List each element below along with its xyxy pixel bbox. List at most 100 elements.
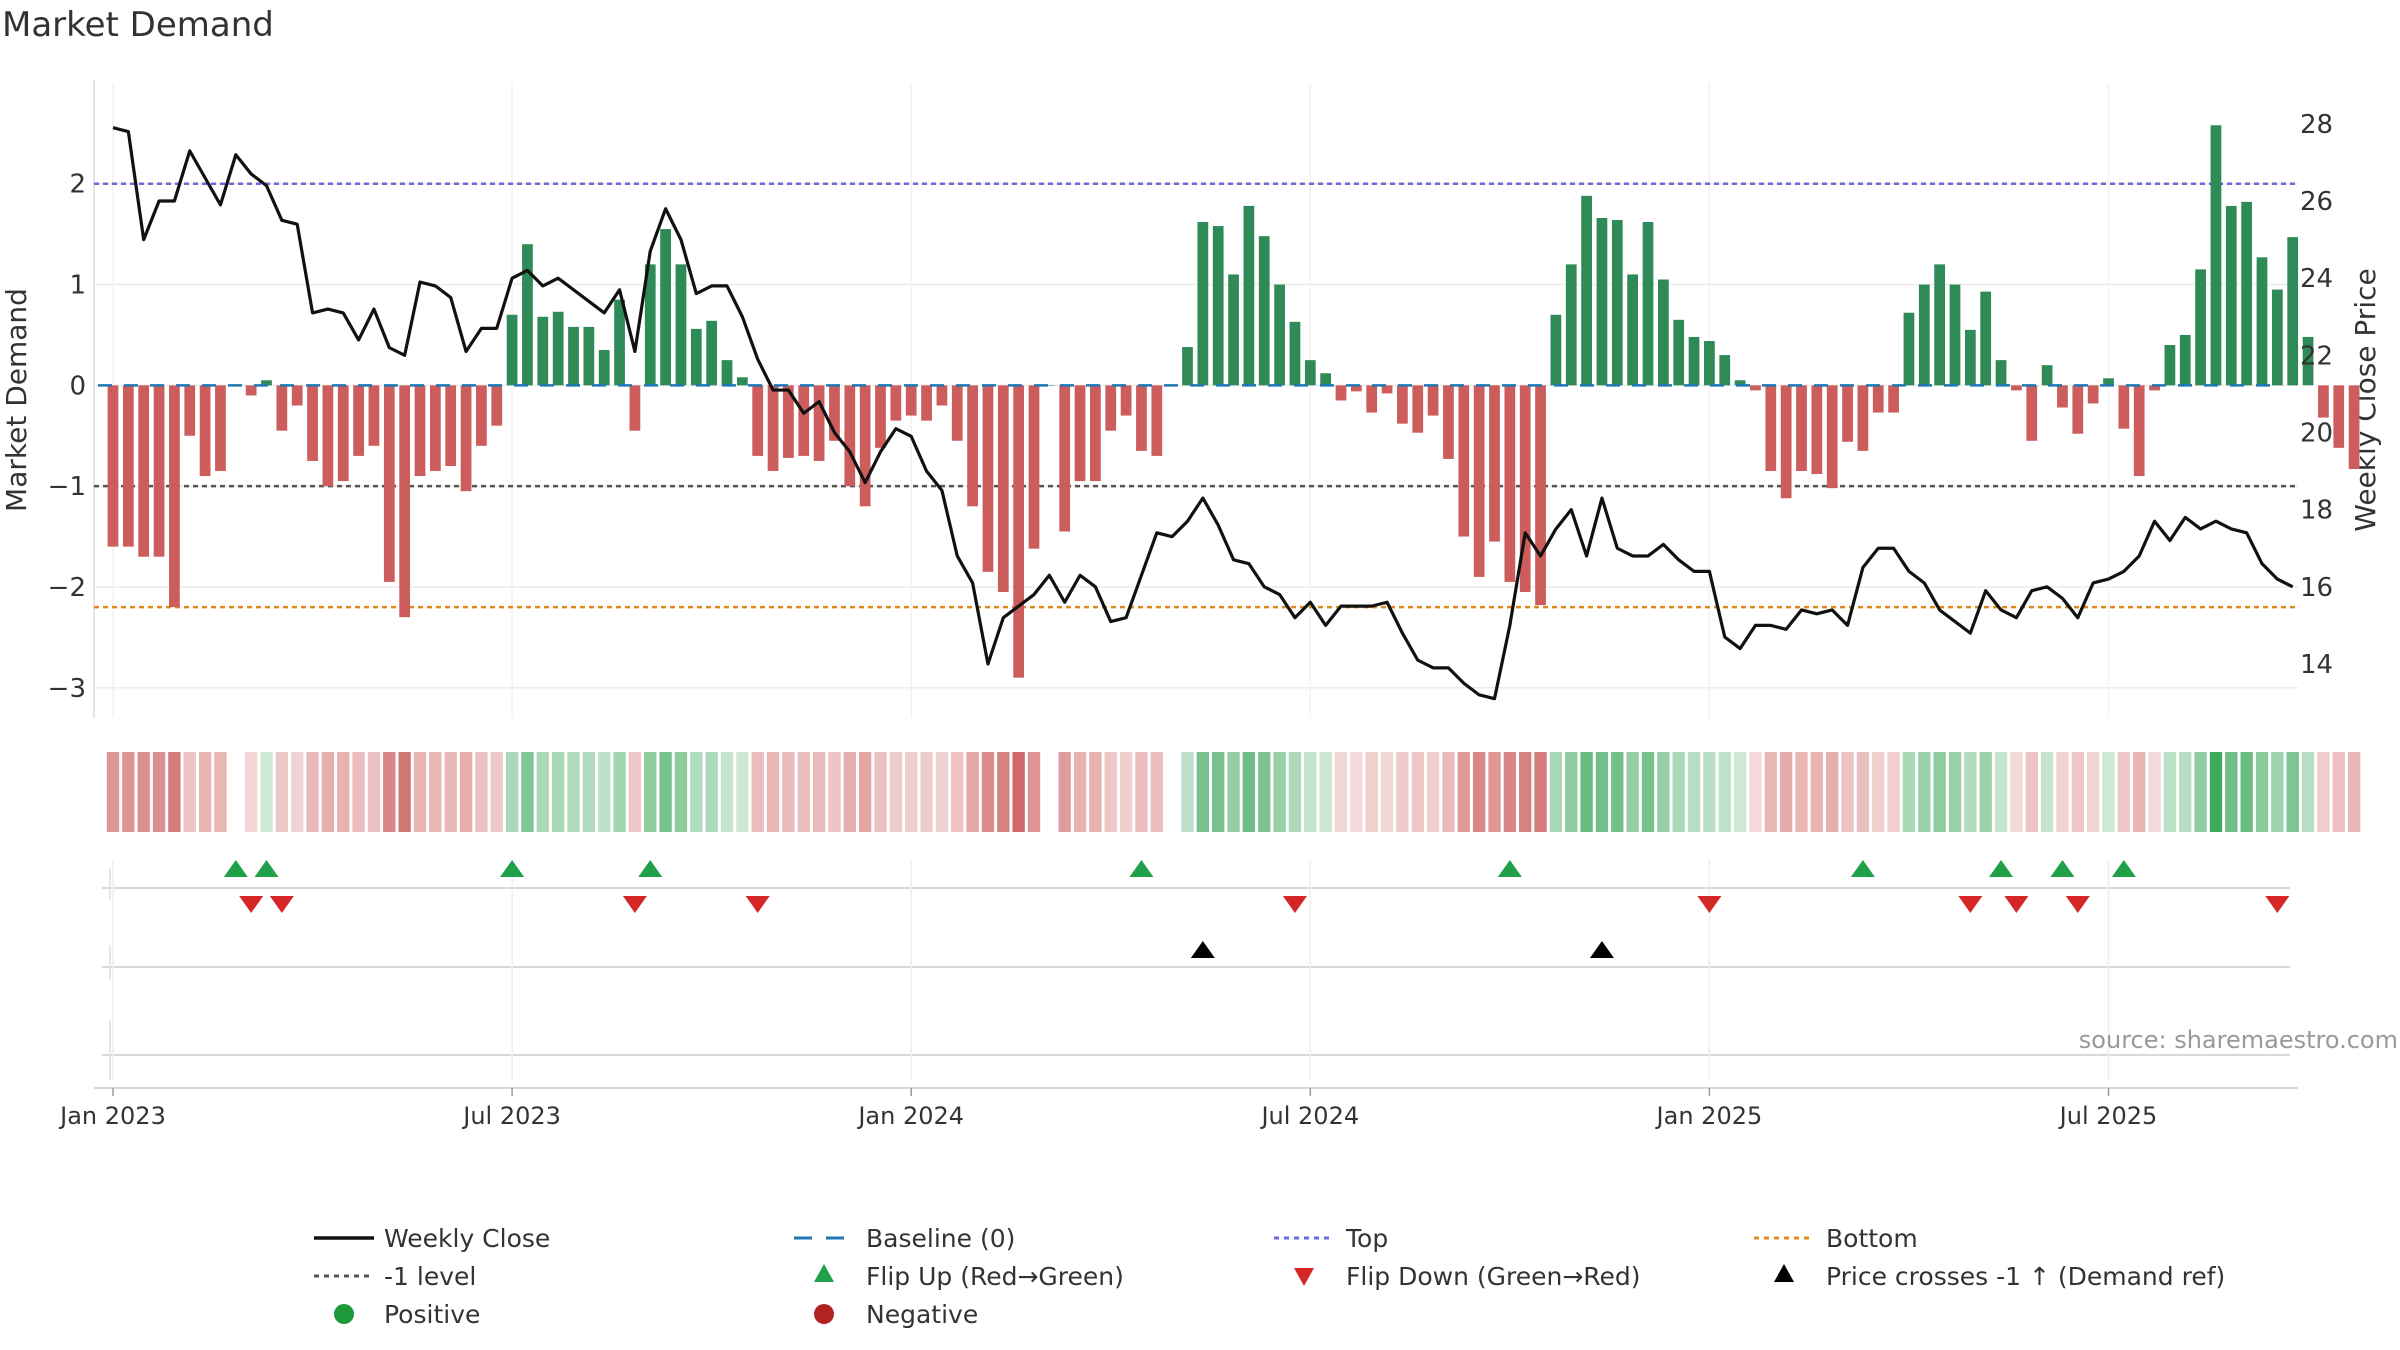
demand-bar xyxy=(2302,336,2314,386)
heat-cell xyxy=(2010,752,2023,832)
y2-tick-label: 26 xyxy=(2300,187,2333,217)
y2-tick-label: 24 xyxy=(2300,264,2333,294)
heat-cell xyxy=(1718,752,1731,832)
demand-bar xyxy=(1565,264,1577,386)
heat-cell xyxy=(690,752,703,832)
demand-bar xyxy=(1750,385,1761,391)
demand-bar xyxy=(460,385,472,492)
demand-bar xyxy=(1857,385,1869,451)
heat-cell xyxy=(2179,752,2192,832)
heat-cell xyxy=(2040,752,2054,832)
demand-bar xyxy=(629,385,641,431)
demand-bar xyxy=(2195,269,2206,386)
heat-cell xyxy=(1442,752,1455,832)
heat-cell xyxy=(2347,752,2361,832)
demand-bar xyxy=(1642,222,1654,386)
demand-bar xyxy=(1581,195,1592,386)
demand-bar xyxy=(844,385,856,487)
demand-bar xyxy=(1765,385,1777,472)
heat-cell xyxy=(1810,752,1824,832)
heat-cell xyxy=(905,752,918,832)
heat-cell xyxy=(1396,752,1409,832)
heat-cell xyxy=(1918,752,1931,832)
demand-bar xyxy=(706,320,718,386)
demand-bar xyxy=(1826,385,1838,489)
demand-bar xyxy=(476,385,487,446)
demand-bar xyxy=(967,385,978,507)
heat-cell xyxy=(521,752,534,832)
demand-bar xyxy=(890,385,902,421)
x-tick-label: Jan 2023 xyxy=(58,1102,166,1130)
demand-bar xyxy=(1228,274,1239,386)
heat-cell xyxy=(1856,752,1870,832)
heat-cell xyxy=(306,752,319,832)
heat-cell xyxy=(536,752,549,832)
heat-cell xyxy=(2102,752,2115,832)
demand-bar xyxy=(2241,201,2253,386)
demand-bar xyxy=(644,264,656,386)
heat-cell xyxy=(1626,752,1639,832)
heat-cell xyxy=(459,752,473,832)
demand-bar xyxy=(2287,237,2299,386)
heat-cell xyxy=(812,752,826,832)
heat-cell xyxy=(398,752,411,832)
heat-cell xyxy=(1764,752,1777,832)
legend-label-flip-up: Flip Up (Red→Green) xyxy=(866,1262,1124,1291)
heat-cell xyxy=(828,752,841,832)
demand-bar xyxy=(1842,385,1853,442)
x-tick-label: Jul 2025 xyxy=(2058,1102,2158,1130)
heat-cell xyxy=(413,752,427,832)
flip-down-marker xyxy=(2004,896,2029,913)
heat-cell xyxy=(1595,752,1609,832)
demand-bar xyxy=(798,385,810,456)
demand-bar xyxy=(1980,291,1992,386)
heat-cell xyxy=(260,752,273,832)
demand-bar xyxy=(307,385,318,461)
flip-down-marker xyxy=(239,896,264,913)
heat-cell xyxy=(429,752,442,832)
demand-bar xyxy=(2348,385,2360,470)
demand-bar xyxy=(1443,385,1454,459)
legend-label-negative: Negative xyxy=(866,1300,978,1329)
heat-cell xyxy=(1841,752,1854,832)
legend-item-weekly-close: Weekly Close xyxy=(314,1224,550,1253)
demand-bar xyxy=(1519,385,1531,592)
demand-bar xyxy=(583,326,595,386)
demand-bar xyxy=(675,264,687,386)
y2-axis-ticks: 28 26 24 22 20 18 16 14 xyxy=(2300,110,2333,680)
heat-cell xyxy=(1887,752,1900,832)
legend-label-flip-down: Flip Down (Green→Red) xyxy=(1346,1262,1641,1291)
flip-down-marker xyxy=(1282,896,1307,913)
heat-cell xyxy=(567,752,580,832)
demand-bar xyxy=(1888,385,1899,413)
reference-lines xyxy=(94,182,2298,609)
demand-bar xyxy=(1872,385,1884,413)
heat-cell xyxy=(1457,752,1470,832)
demand-bar xyxy=(138,385,150,557)
heat-cell xyxy=(1288,752,1302,832)
demand-bar xyxy=(614,299,625,386)
heat-cell xyxy=(1273,752,1286,832)
demand-bar xyxy=(1596,218,1608,386)
demand-bar xyxy=(2041,365,2053,386)
heat-cell xyxy=(951,752,964,832)
demand-bar xyxy=(982,385,994,572)
demand-bar xyxy=(1274,284,1285,386)
heat-cell xyxy=(1073,752,1087,832)
demand-bar xyxy=(337,385,349,482)
heat-cell xyxy=(2286,752,2299,832)
flip-down-marker xyxy=(269,896,294,913)
heat-cell xyxy=(1488,752,1501,832)
demand-bar xyxy=(537,316,549,386)
legend-item-flip-up: Flip Up (Red→Green) xyxy=(814,1262,1124,1291)
heat-cell xyxy=(1979,752,1992,832)
legend-item-negative: Negative xyxy=(814,1300,978,1329)
demand-bar xyxy=(1090,385,1101,482)
heat-cell xyxy=(1826,752,1839,832)
y-tick-label: −2 xyxy=(48,573,86,603)
demand-bar xyxy=(1918,284,1930,386)
heat-cell xyxy=(2194,752,2207,832)
legend-label-price-cross: Price crosses -1 ↑ (Demand ref) xyxy=(1826,1262,2225,1291)
demand-bar xyxy=(1995,360,2007,386)
